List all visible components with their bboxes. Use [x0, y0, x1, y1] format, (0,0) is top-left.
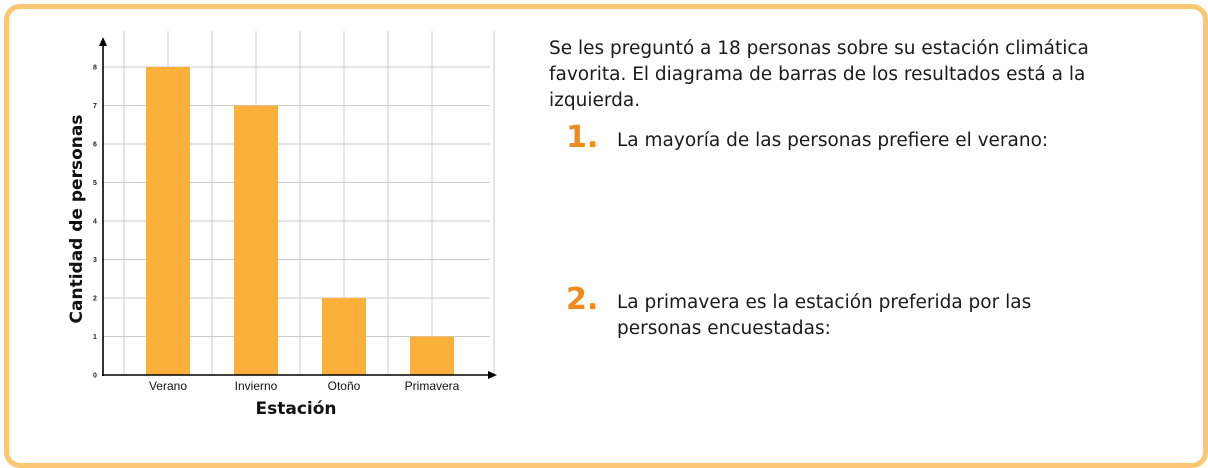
y-axis-title: Cantidad de personas — [67, 115, 87, 324]
x-tick-label: Otoño — [328, 379, 361, 393]
y-tick-label: 4 — [93, 219, 97, 226]
y-axis-arrow — [99, 37, 107, 46]
bar-verano — [146, 67, 190, 375]
y-tick-label: 6 — [93, 142, 97, 149]
bar-chart: 0 1 2 3 4 5 6 7 8 Verano Invierno Otoño Primavera Est… — [67, 31, 497, 419]
card-frame — [4, 4, 1208, 468]
intro-paragraph: Se les preguntó a 18 personas sobre su e… — [549, 38, 1089, 111]
x-axis-arrow — [488, 371, 497, 379]
bar-invierno — [234, 105, 278, 375]
question-1-text: La mayoría de las personas prefiere el v… — [617, 130, 1049, 151]
question-2-number: 2. — [566, 282, 599, 317]
x-axis-title: Estación — [255, 399, 336, 419]
y-tick-label: 8 — [93, 65, 97, 72]
question-1-number: 1. — [566, 120, 599, 155]
y-tick-label: 2 — [93, 296, 97, 303]
x-tick-label: Verano — [149, 379, 187, 393]
question-2-text: La primavera es la estación preferida po… — [617, 292, 1032, 339]
y-tick-label: 0 — [93, 373, 97, 380]
y-tick-label: 3 — [93, 257, 97, 264]
x-tick-label: Invierno — [235, 379, 278, 393]
bar-primavera — [410, 336, 454, 375]
y-tick-label: 5 — [93, 180, 97, 187]
y-tick-label: 7 — [93, 103, 97, 110]
y-tick-label: 1 — [93, 334, 97, 341]
bar-otoño — [322, 298, 366, 375]
x-tick-label: Primavera — [405, 379, 460, 393]
